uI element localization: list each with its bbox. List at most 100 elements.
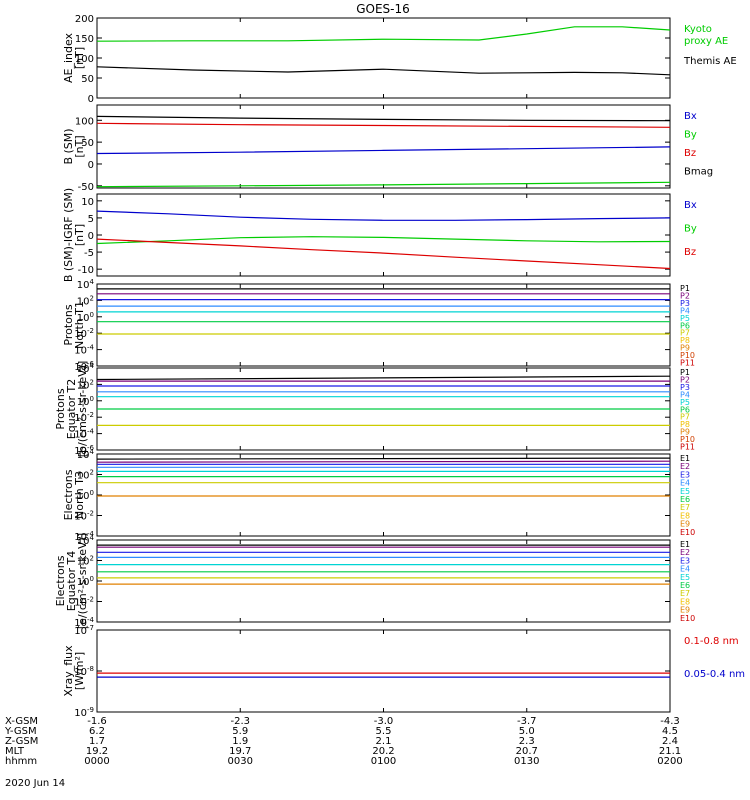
legend-e9: E9 (680, 520, 690, 529)
series-group (96, 26, 671, 76)
y-tick-label: 104 (77, 448, 95, 461)
legend-p11: P11 (680, 443, 695, 452)
series-group (96, 115, 671, 188)
legend-kyoto-proxy-ae: Kyoto (684, 24, 712, 35)
legend-p6: P6 (680, 405, 690, 414)
orbit-value: 0030 (228, 756, 253, 767)
y-axis-label: Xray_flux (62, 645, 75, 697)
orbit-value: 2.1 (376, 736, 392, 747)
legend-e4: E4 (680, 565, 690, 574)
orbit-value: 6.2 (89, 726, 105, 737)
orbit-table: X-GSM -1.6 -2.3 -3.0 -3.7 -4.3 Y-GSM 6.2 5.9 5.5 5… (4, 716, 683, 767)
legend-bmag: Bmag (684, 166, 713, 177)
y-tick-label: 0 (88, 160, 94, 171)
legend-e6: E6 (680, 581, 690, 590)
legend-p9: P9 (680, 428, 690, 437)
y-axis-label: Electrons (54, 555, 67, 606)
orbit-value: 2.3 (519, 736, 535, 747)
legend-e7: E7 (680, 503, 690, 512)
y-tick-label: 0 (88, 231, 94, 242)
orbit-value: 20.2 (372, 746, 394, 757)
series-group (96, 457, 671, 497)
y-tick-label: 5 (88, 214, 94, 225)
y-axis-label: [e/(cm²-s-sr-keV)] (76, 533, 89, 629)
legend-bz: Bz (684, 247, 696, 258)
legend-by: By (684, 129, 697, 140)
series-group (97, 544, 670, 585)
orbit-row-label: X-GSM (5, 716, 38, 727)
y-axis-label: North T1 (73, 301, 86, 349)
series-line-bmag (96, 115, 671, 122)
orbit-value: 20.7 (516, 746, 538, 757)
legend-e4: E4 (680, 479, 690, 488)
orbit-row-label: MLT (5, 746, 25, 757)
legend-0-1-0-8-nm: 0.1-0.8 nm (684, 636, 739, 647)
orbit-value: 5.5 (376, 726, 392, 737)
legend-themis-ae: Themis AE (683, 56, 737, 67)
y-tick-label: -10 (78, 265, 94, 276)
orbit-value: 4.5 (662, 726, 678, 737)
orbit-value: 19.7 (229, 746, 251, 757)
legend-bx: Bx (684, 111, 697, 122)
legend-p3: P3 (680, 383, 690, 392)
y-axis-label: Protons (62, 304, 75, 345)
orbit-value: 21.1 (659, 746, 681, 757)
y-axis-label: [nT] (73, 47, 86, 69)
series-line-bz (96, 122, 671, 128)
series-line-bz (96, 238, 671, 270)
y-tick-label: 10 (81, 197, 94, 208)
legend-p8: P8 (680, 336, 690, 345)
legend-by: By (684, 223, 697, 234)
orbit-value: 0000 (84, 756, 109, 767)
y-axis-label: North T3 (73, 471, 86, 519)
y-axis-label: Equator T2 (65, 379, 78, 439)
legend-p7: P7 (680, 329, 690, 338)
y-tick-label: 100 (75, 54, 94, 65)
legend-p10: P10 (680, 435, 695, 444)
series-line-by (96, 181, 671, 188)
orbit-value: -3.7 (517, 716, 537, 727)
series-line-bx (96, 210, 671, 221)
y-axis-label: Equator T4 (65, 551, 78, 611)
legend-e10: E10 (680, 614, 695, 623)
y-axis-label: B (SM)-IGRF (SM) (62, 188, 75, 282)
y-axis-label: B (SM) (62, 128, 75, 164)
orbit-value: -4.3 (660, 716, 680, 727)
legend-e3: E3 (680, 556, 690, 565)
orbit-value: 1.9 (232, 736, 248, 747)
legend-e1: E1 (680, 540, 690, 549)
orbit-value: -2.3 (230, 716, 250, 727)
y-tick-label: -50 (78, 182, 94, 193)
y-axis-label: Electrons (62, 469, 75, 520)
legend-p1: P1 (680, 368, 690, 377)
orbit-row-label: hhmm (5, 756, 37, 767)
legend-p9: P9 (680, 344, 690, 353)
legend-e5: E5 (680, 487, 690, 496)
legend-p7: P7 (680, 413, 690, 422)
y-tick-label: 104 (77, 278, 95, 291)
legend-e2: E2 (680, 548, 690, 557)
series-group (96, 375, 671, 426)
legend-p3: P3 (680, 299, 690, 308)
orbit-value: 0130 (514, 756, 539, 767)
y-axis-label: Protons (54, 388, 67, 429)
panel-frame (96, 17, 671, 99)
y-axis-label: AE_index (62, 32, 75, 83)
legend-e8: E8 (680, 597, 690, 606)
series-group (97, 672, 670, 678)
y-tick-label: 0 (88, 94, 94, 105)
y-axis-label: [nT] (73, 224, 86, 246)
legend-e6: E6 (680, 495, 690, 504)
orbit-value: -1.6 (87, 716, 107, 727)
legend-kyoto-proxy-ae: proxy AE (684, 36, 728, 47)
y-tick-label: -5 (84, 248, 94, 259)
legend-e2: E2 (680, 462, 690, 471)
legend-p4: P4 (680, 306, 690, 315)
panel-frame (96, 283, 671, 367)
